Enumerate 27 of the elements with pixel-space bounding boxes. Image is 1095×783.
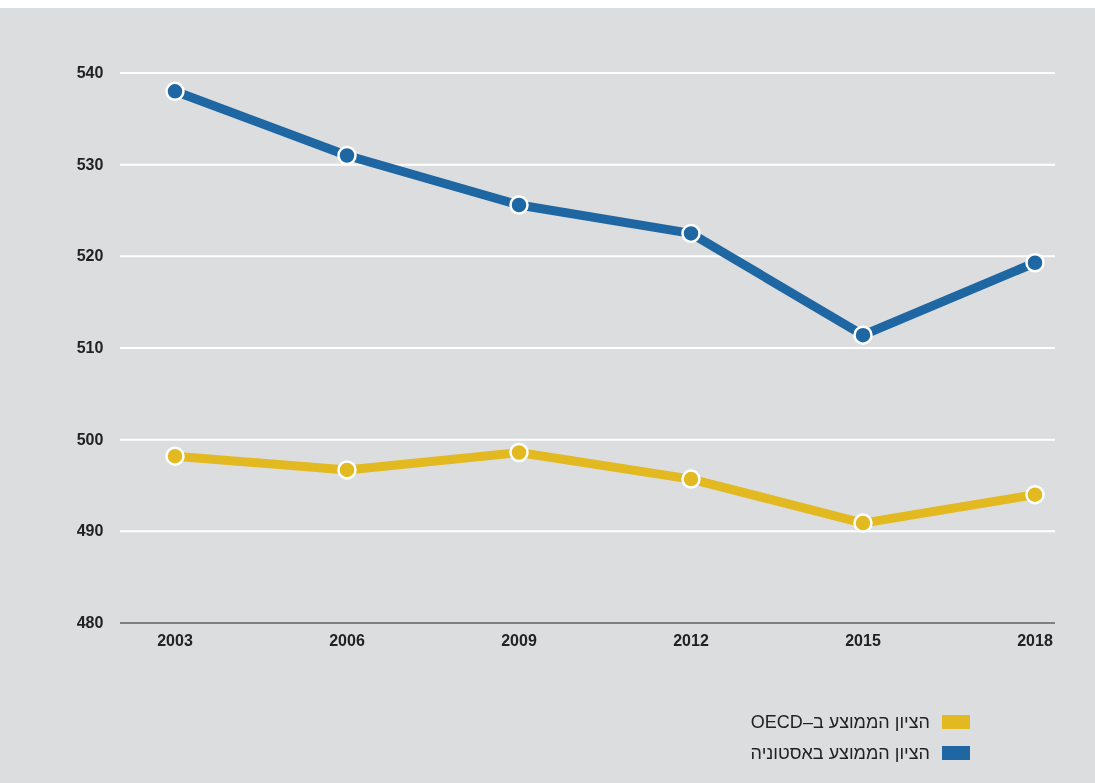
- point: [853, 325, 873, 345]
- x-tick-label: 2009: [501, 632, 537, 649]
- y-tick-label: 510: [76, 339, 104, 356]
- point: [165, 81, 185, 102]
- point: [681, 469, 701, 489]
- x-tick-label: 2006: [329, 632, 365, 649]
- x-tick-label: 2003: [157, 632, 193, 649]
- y-tick-label: 480: [76, 614, 104, 631]
- legend-label: הציון הממוצע ב–OECD: [750, 712, 930, 732]
- x-tick-label: 2018: [1017, 632, 1053, 649]
- y-tick-label: 500: [76, 430, 104, 448]
- point: [681, 223, 701, 244]
- y-tick-label: 520: [76, 247, 104, 265]
- point: [165, 446, 185, 466]
- point: [337, 460, 357, 480]
- x-tick-label: 2012: [673, 632, 709, 649]
- y-tick-label: 540: [76, 64, 104, 81]
- x-tick-label: 2015: [845, 632, 881, 649]
- point: [509, 195, 529, 215]
- legend-label: הציון הממוצע באסטוניה: [750, 743, 930, 763]
- point: [1025, 253, 1045, 273]
- point: [509, 442, 529, 463]
- y-tick-label: 490: [76, 522, 104, 540]
- point: [337, 145, 357, 166]
- y-tick-label: 530: [76, 155, 104, 173]
- point: [853, 513, 873, 533]
- point: [1025, 484, 1045, 505]
